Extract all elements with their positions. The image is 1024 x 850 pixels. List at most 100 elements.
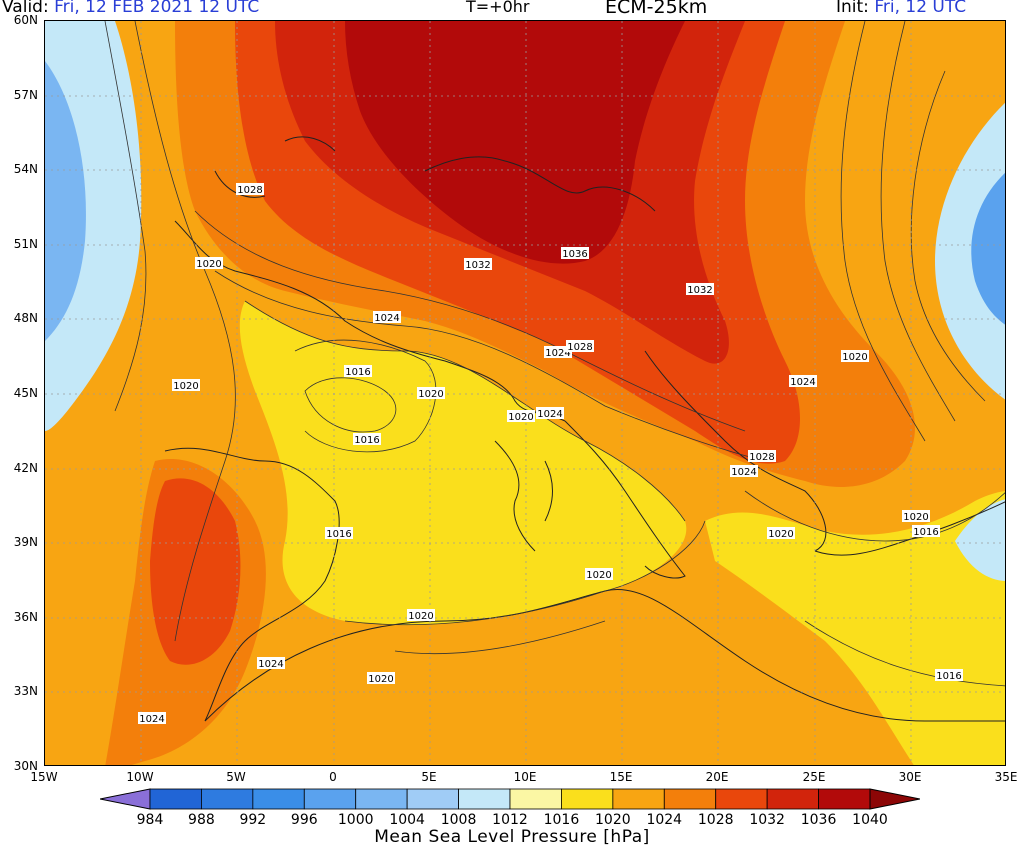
- valid-time: Valid: Fri, 12 FEB 2021 12 UTC: [2, 0, 259, 17]
- contour-label: 1032: [686, 283, 714, 296]
- lon-label: 25E: [802, 770, 826, 784]
- svg-text:1020: 1020: [196, 259, 221, 270]
- colorbar-tick-label: 996: [290, 812, 318, 828]
- contour-label: 1024: [257, 657, 285, 670]
- valid-value: Fri, 12 FEB 2021 12 UTC: [54, 0, 260, 17]
- svg-text:1020: 1020: [408, 611, 433, 622]
- colorbar-tick-label: 1000: [337, 812, 374, 828]
- forecast-step: T=+0hr: [466, 0, 530, 16]
- contour-labels: 1028 1020 1032 1036 1032 1024 1024 1028 …: [138, 183, 963, 725]
- colorbar-bin: [612, 788, 665, 810]
- svg-text:1020: 1020: [768, 529, 793, 540]
- lat-label: 48N: [13, 311, 38, 325]
- colorbar-tick-label: 1004: [389, 812, 425, 828]
- lon-label: 10E: [513, 770, 537, 784]
- colorbar-title: Mean Sea Level Pressure [hPa]: [374, 827, 650, 847]
- contour-label: 1024: [138, 712, 166, 725]
- contour-label: 1020: [195, 257, 223, 270]
- svg-text:1020: 1020: [903, 512, 928, 523]
- coastlines: [164, 136, 1005, 722]
- svg-text:1024: 1024: [374, 313, 399, 324]
- svg-text:1036: 1036: [562, 249, 587, 260]
- colorbar-tick-label: 1028: [697, 812, 734, 828]
- lat-label: 39N: [13, 535, 38, 549]
- lon-label: 20E: [705, 770, 729, 784]
- lon-label: 0: [329, 770, 337, 784]
- lat-label: 60N: [13, 13, 38, 27]
- contour-label: 1020: [841, 350, 869, 363]
- lon-label: 5E: [421, 770, 437, 784]
- colorbar-tick-label: 1036: [800, 812, 837, 828]
- contour-label: 1028: [748, 450, 776, 463]
- contour-label: 1032: [464, 258, 492, 271]
- contour-label: 1028: [566, 340, 594, 353]
- colorbar-tick-label: 988: [188, 812, 215, 828]
- contour-label: 1024: [730, 465, 758, 478]
- contour-label: 1016: [935, 669, 963, 682]
- colorbar-over-arrow: [869, 788, 920, 810]
- colorbar-tick-label: 1032: [749, 812, 785, 828]
- colorbar-bin: [355, 788, 408, 810]
- field-atlantic-low-1004: [45, 61, 86, 341]
- lon-label: 35E: [994, 770, 1018, 784]
- contour-label: 1016: [912, 525, 940, 538]
- svg-text:1016: 1016: [354, 435, 379, 446]
- colorbar-bin: [715, 788, 768, 810]
- lat-label: 51N: [13, 237, 38, 251]
- lon-label: 15E: [609, 770, 633, 784]
- svg-text:1016: 1016: [326, 529, 351, 540]
- colorbar-bin: [818, 788, 871, 810]
- contour-label: 1020: [417, 387, 445, 400]
- field-1016-1020-central: [239, 301, 687, 625]
- colorbar: [100, 788, 920, 810]
- svg-text:1020: 1020: [368, 674, 393, 685]
- field-1016-1020-east: [705, 491, 1005, 765]
- svg-text:1028: 1028: [237, 185, 262, 196]
- colorbar-bin: [303, 788, 357, 810]
- isobars: [104, 21, 1005, 687]
- contour-label: 1028: [236, 183, 264, 196]
- svg-text:1016: 1016: [936, 671, 961, 682]
- colorbar-bin: [201, 788, 254, 810]
- lat-label: 42N: [13, 461, 38, 475]
- init-value: Fri, 12 UTC: [874, 0, 967, 17]
- lon-label: 30E: [898, 770, 922, 784]
- lat-label: 33N: [13, 684, 38, 698]
- pressure-map: 1028 1020 1032 1036 1032 1024 1024 1028 …: [44, 20, 1006, 766]
- init-label: Init:: [836, 0, 869, 17]
- contour-label: 1020: [172, 379, 200, 392]
- colorbar-tick-label: 1008: [440, 812, 477, 828]
- svg-text:1020: 1020: [508, 412, 533, 423]
- svg-text:1020: 1020: [586, 570, 611, 581]
- colorbar-tick-label: 1040: [852, 812, 888, 828]
- svg-text:1024: 1024: [258, 659, 283, 670]
- svg-text:1020: 1020: [173, 381, 198, 392]
- svg-text:1028: 1028: [749, 452, 774, 463]
- contour-label: 1016: [353, 433, 381, 446]
- model-name: ECM-25km: [605, 0, 708, 18]
- colorbar-tick-label: 1020: [595, 812, 631, 828]
- gridlines: [45, 21, 1005, 765]
- lat-label: 30N: [13, 759, 38, 773]
- field-turkey-low: [955, 499, 1005, 581]
- svg-text:1016: 1016: [345, 367, 370, 378]
- map-svg: 1028 1020 1032 1036 1032 1024 1024 1028 …: [45, 21, 1005, 765]
- contour-label: 1020: [407, 609, 435, 622]
- init-time: Init: Fri, 12 UTC: [836, 0, 966, 17]
- svg-text:1024: 1024: [731, 467, 756, 478]
- colorbar-tick-label: 984: [136, 812, 164, 828]
- colorbar-tick-label: 1024: [646, 812, 683, 828]
- svg-text:1032: 1032: [465, 260, 490, 271]
- contour-label: 1024: [789, 375, 817, 388]
- colorbar-bin: [766, 788, 819, 810]
- contour-label: 1024: [536, 407, 564, 420]
- colorbar-bin: [252, 788, 305, 810]
- contour-label: 1020: [367, 672, 395, 685]
- field-east-low-1000: [971, 173, 1005, 325]
- svg-text:1024: 1024: [139, 714, 164, 725]
- svg-text:1020: 1020: [418, 389, 443, 400]
- contour-label: 1036: [561, 247, 589, 260]
- lat-label: 57N: [13, 88, 38, 102]
- contour-label: 1020: [507, 410, 535, 423]
- svg-text:1032: 1032: [687, 285, 712, 296]
